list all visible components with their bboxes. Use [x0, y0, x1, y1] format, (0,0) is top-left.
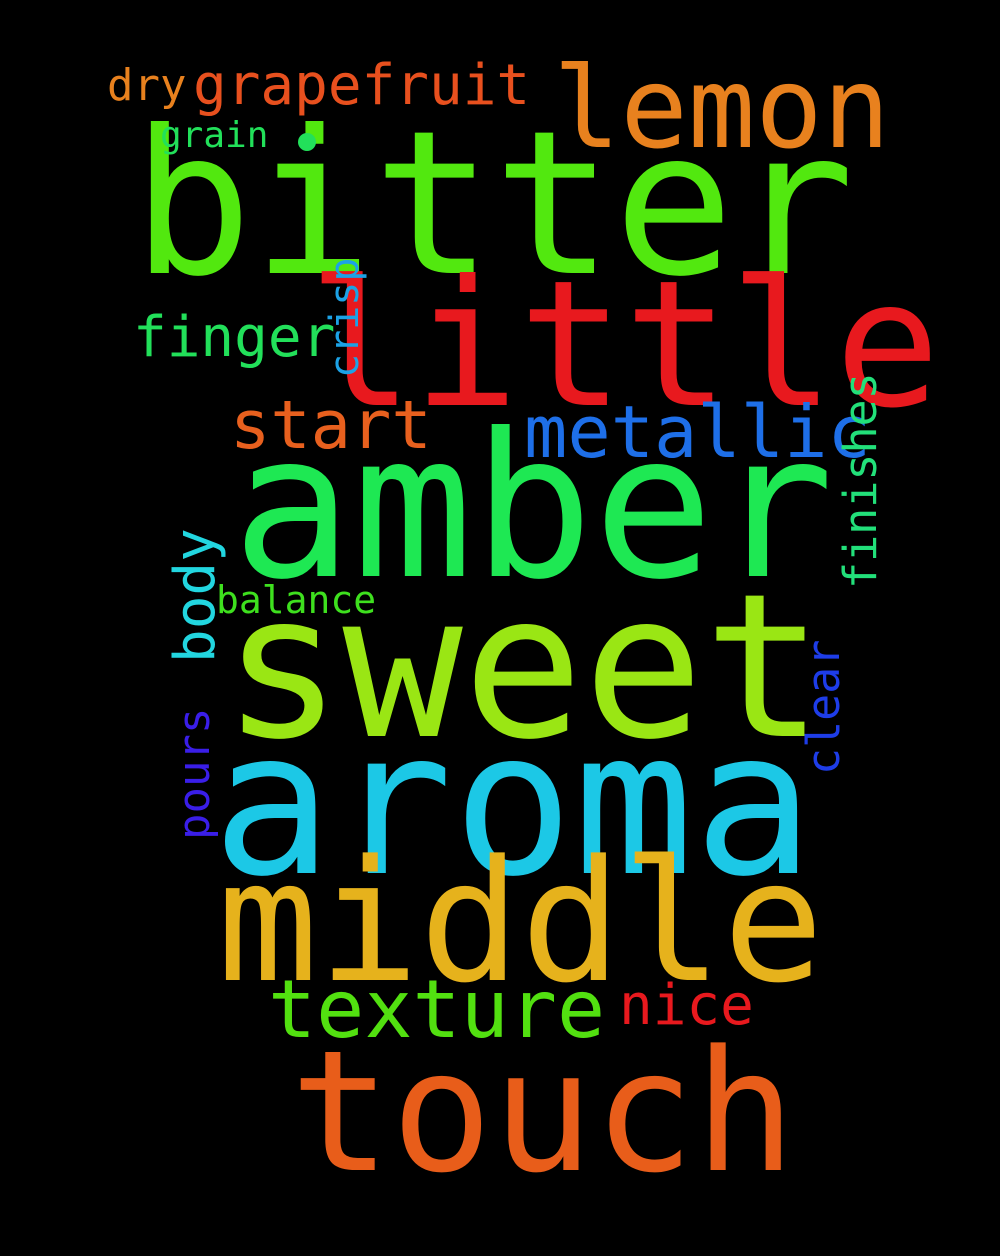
word-bitter: bitter [132, 88, 855, 321]
word-little: little [308, 244, 941, 447]
word-crisp: crisp [322, 257, 368, 378]
word-pours: pours [169, 707, 220, 840]
word-finishes: finishes [834, 372, 887, 589]
word-amber: amber [232, 391, 835, 624]
word-clear: clear [797, 639, 850, 775]
word-start: start [230, 386, 432, 464]
word-finger: finger [133, 305, 336, 370]
word-grapefruit: grapefruit [193, 53, 531, 118]
word-lemon: lemon [553, 44, 891, 174]
word-nice: nice [619, 973, 754, 1038]
word-aroma: aroma [212, 688, 815, 921]
word-middle: middle [217, 824, 824, 1020]
word-balance: balance [216, 578, 377, 622]
word-sweet: sweet [222, 551, 825, 784]
word-dry: dry [107, 60, 187, 111]
word-touch: touch [290, 1014, 796, 1210]
dot-mark [298, 133, 316, 151]
word-body: body [163, 528, 228, 663]
word-grain: grain [160, 115, 269, 156]
word-metallic: metallic [524, 390, 871, 474]
word-texture: texture [268, 963, 606, 1056]
